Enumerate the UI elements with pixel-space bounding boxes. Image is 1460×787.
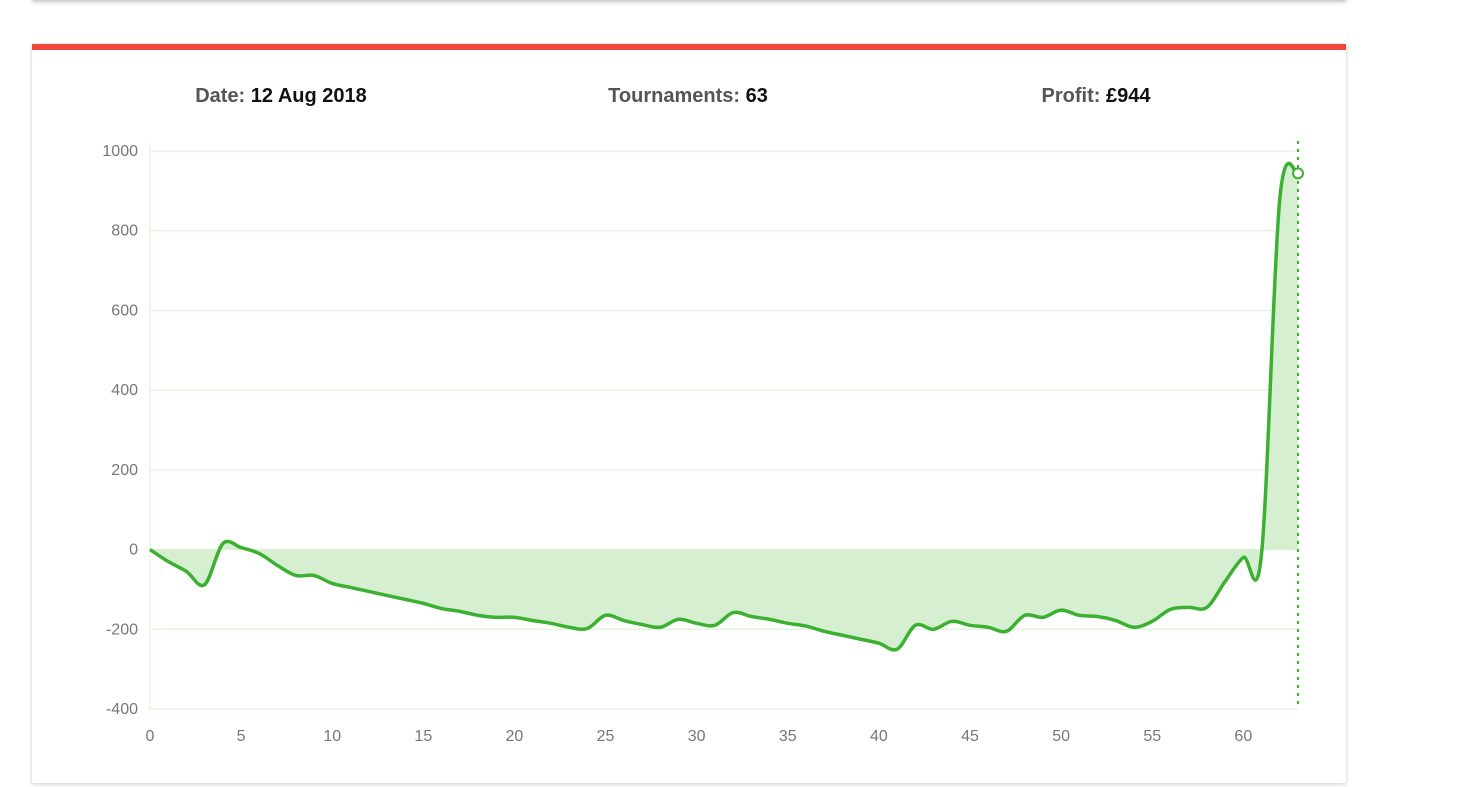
x-tick-label: 45: [961, 728, 979, 745]
x-tick-label: 30: [688, 728, 706, 745]
y-tick-label: 1000: [102, 143, 138, 160]
x-tick-label: 60: [1234, 728, 1252, 745]
profit-value: £944: [1105, 85, 1151, 107]
x-tick-label: 15: [414, 728, 432, 745]
tournaments-value: 63: [745, 85, 768, 107]
y-tick-label: 0: [129, 542, 138, 559]
x-tick-label: 35: [779, 728, 797, 745]
y-tick-label: 400: [111, 382, 138, 399]
card-accent-bar: [32, 44, 1346, 50]
tournaments-stat: Tournaments: 63: [608, 84, 768, 108]
x-tick-label: 20: [506, 728, 524, 745]
profit-stat: Profit: £944: [1042, 84, 1151, 108]
profit-line: [149, 161, 1300, 652]
profit-area-chart[interactable]: 1000 800 600 400 200 0 -200 -400 0 5 10 15 20 25 30 35 4…: [32, 44, 1346, 783]
y-tick-label: 800: [111, 223, 138, 240]
x-tick-label: 0: [146, 728, 155, 745]
date-stat: Date: 12 Aug 2018: [195, 84, 367, 108]
x-tick-label: 55: [1143, 728, 1161, 745]
x-tick-label: 10: [323, 728, 341, 745]
y-tick-label: -200: [106, 621, 138, 638]
y-tick-label: 600: [111, 302, 138, 319]
date-label: Date:: [195, 85, 246, 107]
y-tick-label: -400: [106, 701, 138, 718]
x-tick-label: 50: [1052, 728, 1070, 745]
x-tick-label: 40: [870, 728, 888, 745]
x-tick-label: 5: [237, 728, 246, 745]
date-value: 12 Aug 2018: [250, 85, 367, 107]
y-tick-label: 200: [111, 462, 138, 479]
profit-area-fill: [150, 163, 1298, 650]
x-tick-label: 25: [597, 728, 615, 745]
highlighted-point: [1292, 167, 1304, 180]
tournaments-label: Tournaments:: [608, 85, 741, 107]
profit-chart-card: Date: 12 Aug 2018 Tournaments: 63 Profit…: [32, 44, 1346, 783]
profit-label: Profit:: [1041, 85, 1101, 107]
